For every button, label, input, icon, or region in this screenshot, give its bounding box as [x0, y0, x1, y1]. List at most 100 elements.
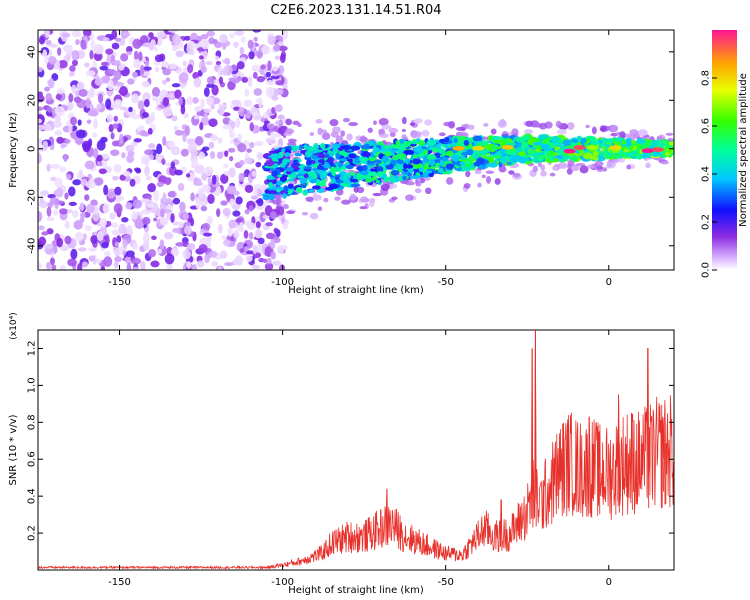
heat-noise-blob: [180, 104, 186, 115]
heat-noise-blob: [248, 205, 254, 212]
heat-noise-blob: [90, 39, 96, 51]
heat-noise-blob: [183, 35, 191, 41]
snr-peak: [534, 330, 537, 527]
heat-noise-blob: [276, 244, 285, 255]
heat-halo-blob: [268, 199, 274, 204]
heat-noise-blob: [45, 40, 52, 45]
heat-noise-blob: [180, 148, 189, 157]
heat-signal-blob: [527, 157, 533, 162]
snr-series-line: [38, 330, 674, 570]
heat-noise-blob: [156, 181, 164, 188]
heat-noise-blob: [127, 150, 135, 157]
heat-noise-blob: [270, 251, 277, 260]
heat-noise-blob: [273, 88, 284, 96]
heat-noise-blob: [151, 235, 157, 241]
heat-noise-blob: [56, 88, 65, 95]
heat-noise-blob: [210, 104, 215, 110]
heat-noise-blob: [144, 149, 154, 156]
heat-signal-blob: [550, 135, 560, 143]
heat-noise-blob: [131, 211, 138, 220]
heat-halo-blob: [412, 131, 423, 137]
heat-noise-blob: [119, 106, 128, 111]
heat-noise-blob: [160, 208, 165, 218]
heat-halo-blob: [596, 165, 604, 170]
heat-noise-blob: [111, 59, 121, 66]
heat-signal-blob: [410, 175, 420, 180]
heat-noise-blob: [93, 118, 98, 129]
heat-noise-blob: [38, 124, 45, 131]
heat-noise-blob: [68, 93, 74, 103]
heat-noise-blob: [133, 50, 139, 61]
heat-noise-blob: [56, 237, 64, 248]
heat-noise-blob: [239, 159, 245, 166]
heat-noise-blob: [267, 35, 276, 46]
heat-noise-blob: [66, 173, 72, 180]
heat-noise-blob: [255, 229, 262, 239]
heat-signal-blob: [359, 170, 370, 176]
heat-noise-blob: [254, 140, 264, 147]
heat-signal-blob: [630, 151, 638, 155]
heat-halo-blob: [555, 120, 562, 128]
heat-noise-blob: [200, 66, 207, 73]
x-tick-label: 0: [606, 277, 612, 288]
heat-signal-blob: [342, 144, 352, 150]
heat-noise-blob: [99, 217, 107, 228]
heat-noise-blob: [140, 155, 150, 165]
heat-signal-blob: [468, 155, 473, 162]
figure-title: C2E6.2023.131.14.51.R04: [270, 3, 441, 18]
heat-noise-blob: [81, 140, 92, 151]
spectrogram-panel: -150 -100 -50 0 -40 -20 0 20 40 Height of straig…: [8, 29, 675, 296]
heat-noise-blob: [86, 119, 92, 124]
heat-noise-blob: [171, 83, 181, 88]
heat-signal-blob: [330, 166, 336, 173]
heat-signal-blob: [418, 139, 426, 146]
heat-noise-blob: [273, 44, 281, 52]
heat-noise-blob: [119, 133, 124, 144]
heat-signal-blob: [440, 159, 445, 167]
heat-noise-blob: [54, 177, 63, 188]
heat-noise-blob: [113, 163, 122, 173]
heat-halo-blob: [599, 127, 606, 132]
heat-halo-blob: [587, 164, 595, 169]
heat-noise-blob: [198, 55, 204, 60]
heat-signal-blob: [285, 152, 290, 156]
heat-halo-blob: [485, 170, 495, 175]
heat-halo-blob: [301, 212, 309, 216]
heat-signal-blob: [427, 146, 434, 151]
heat-signal-blob: [466, 146, 472, 150]
heat-noise-blob: [71, 84, 77, 94]
heat-noise-blob: [251, 170, 257, 177]
heat-noise-blob: [248, 141, 255, 149]
heat-noise-blob: [172, 227, 181, 234]
heat-noise-blob: [93, 177, 104, 186]
heat-halo-blob: [286, 210, 295, 215]
heat-noise-blob: [191, 97, 200, 104]
heat-noise-blob: [73, 220, 83, 230]
heat-halo-blob: [265, 222, 273, 227]
heat-noise-blob: [143, 71, 151, 77]
heat-noise-blob: [54, 130, 63, 136]
heat-noise-blob: [135, 168, 142, 174]
heat-noise-blob: [98, 161, 103, 167]
heat-noise-blob: [184, 225, 192, 235]
heat-signal-blob: [335, 153, 341, 160]
heat-signal-blob: [337, 147, 344, 152]
heat-signal-blob: [339, 158, 347, 162]
heat-signal-blob: [296, 168, 307, 176]
heat-noise-blob: [125, 202, 133, 210]
heat-signal-blob: [621, 139, 627, 145]
heat-halo-blob: [342, 117, 350, 123]
heat-noise-blob: [255, 161, 262, 168]
heat-noise-blob: [51, 264, 57, 270]
heat-noise-blob: [89, 87, 95, 98]
heat-noise-blob: [275, 80, 285, 86]
heat-noise-blob: [59, 264, 66, 270]
heat-noise-blob: [181, 213, 189, 221]
heat-noise-blob: [232, 210, 241, 217]
heat-noise-blob: [246, 250, 255, 255]
heat-noise-blob: [127, 78, 135, 85]
heat-hotspot: [452, 145, 465, 151]
heat-noise-blob: [246, 148, 252, 153]
heat-noise-blob: [121, 152, 126, 159]
heat-signal-blob: [317, 153, 326, 158]
